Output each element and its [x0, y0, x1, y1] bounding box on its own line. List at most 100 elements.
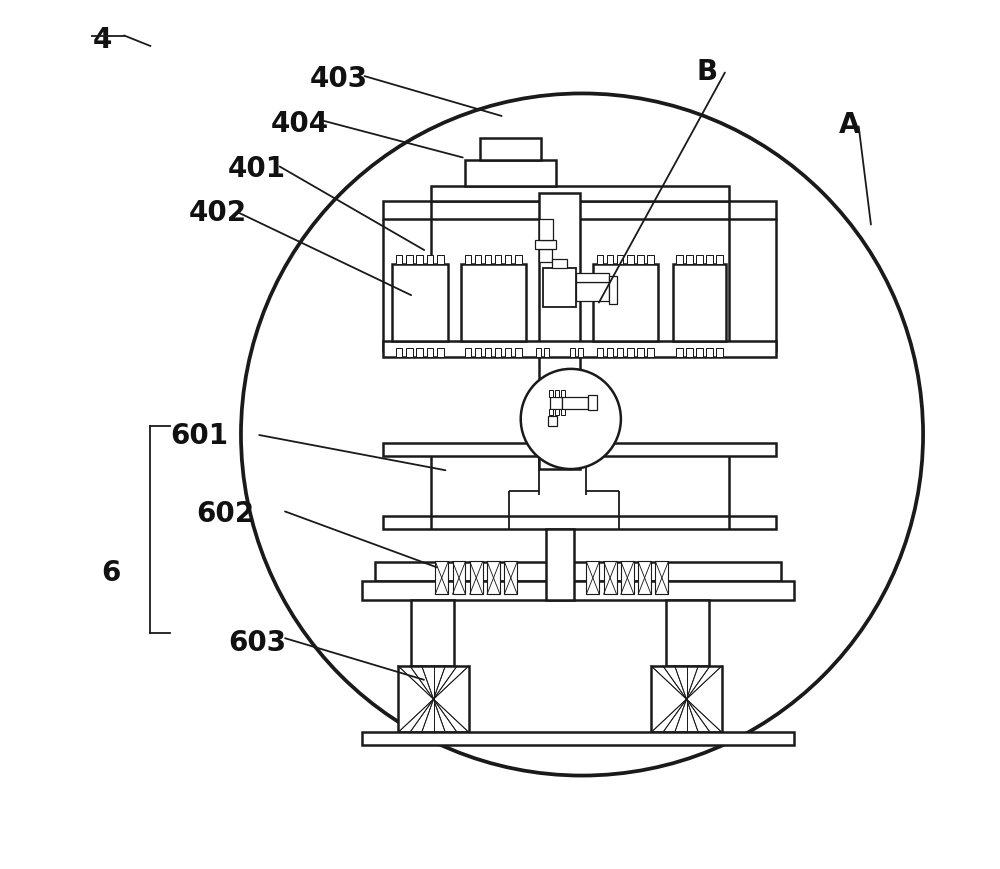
Bar: [638, 561, 651, 594]
Bar: [562, 397, 588, 408]
Bar: [578, 348, 583, 357]
Text: 401: 401: [228, 155, 286, 182]
Bar: [515, 348, 522, 357]
Text: 402: 402: [189, 200, 247, 228]
Bar: [475, 255, 481, 263]
Bar: [411, 600, 454, 666]
Bar: [647, 255, 654, 263]
Bar: [396, 348, 402, 357]
Bar: [673, 263, 726, 342]
Bar: [362, 733, 794, 746]
Bar: [505, 348, 511, 357]
Bar: [392, 263, 448, 342]
Bar: [549, 390, 553, 396]
Bar: [480, 138, 541, 160]
Text: 601: 601: [170, 422, 228, 450]
Bar: [570, 348, 575, 357]
Text: 602: 602: [196, 500, 254, 528]
Bar: [535, 240, 556, 249]
Bar: [504, 561, 517, 594]
Bar: [627, 255, 634, 263]
Bar: [607, 255, 613, 263]
Bar: [495, 255, 501, 263]
Bar: [465, 348, 471, 357]
Text: 4: 4: [92, 26, 112, 54]
Bar: [706, 255, 713, 263]
Bar: [383, 202, 776, 219]
Bar: [550, 396, 562, 408]
Bar: [555, 408, 559, 415]
Bar: [588, 395, 597, 410]
Bar: [539, 193, 580, 469]
Bar: [576, 273, 609, 282]
Bar: [453, 561, 465, 594]
Bar: [706, 348, 713, 357]
Bar: [548, 415, 557, 426]
Bar: [647, 348, 654, 357]
Bar: [396, 255, 402, 263]
Bar: [561, 408, 565, 415]
Text: 603: 603: [228, 629, 286, 658]
Bar: [555, 390, 559, 396]
Bar: [435, 561, 448, 594]
Bar: [406, 348, 413, 357]
Bar: [383, 342, 776, 357]
Circle shape: [241, 94, 923, 775]
Bar: [539, 219, 553, 240]
Bar: [607, 348, 613, 357]
Bar: [383, 515, 776, 529]
Text: A: A: [838, 111, 860, 139]
Bar: [536, 348, 541, 357]
Bar: [609, 276, 617, 304]
Bar: [593, 263, 658, 342]
Bar: [485, 255, 491, 263]
Bar: [552, 259, 567, 268]
Bar: [546, 529, 574, 600]
Bar: [676, 348, 683, 357]
Bar: [487, 561, 500, 594]
Bar: [485, 348, 491, 357]
Bar: [375, 562, 781, 581]
Bar: [470, 561, 483, 594]
Bar: [561, 390, 565, 396]
Bar: [544, 348, 549, 357]
Bar: [696, 255, 703, 263]
Bar: [617, 255, 623, 263]
Bar: [515, 255, 522, 263]
Bar: [686, 348, 693, 357]
Bar: [437, 348, 444, 357]
Text: 6: 6: [101, 559, 120, 587]
Bar: [604, 561, 617, 594]
Bar: [637, 348, 644, 357]
Bar: [416, 348, 423, 357]
Bar: [637, 255, 644, 263]
Bar: [398, 666, 469, 733]
Bar: [465, 160, 556, 186]
Bar: [543, 268, 576, 307]
Bar: [475, 348, 481, 357]
Circle shape: [521, 368, 621, 469]
Bar: [676, 255, 683, 263]
Text: B: B: [697, 58, 718, 86]
Bar: [406, 255, 413, 263]
Bar: [427, 255, 433, 263]
Bar: [437, 255, 444, 263]
Text: 403: 403: [310, 65, 368, 93]
Bar: [362, 581, 794, 600]
Bar: [431, 186, 729, 202]
Bar: [686, 255, 693, 263]
Bar: [505, 255, 511, 263]
Bar: [597, 255, 603, 263]
Bar: [465, 255, 471, 263]
Text: 404: 404: [271, 109, 329, 137]
Bar: [621, 561, 634, 594]
Bar: [383, 443, 776, 456]
Bar: [576, 282, 609, 301]
Bar: [586, 561, 599, 594]
Bar: [539, 249, 552, 262]
Bar: [416, 255, 423, 263]
Bar: [461, 263, 526, 342]
Bar: [655, 561, 668, 594]
Bar: [617, 348, 623, 357]
Bar: [696, 348, 703, 357]
